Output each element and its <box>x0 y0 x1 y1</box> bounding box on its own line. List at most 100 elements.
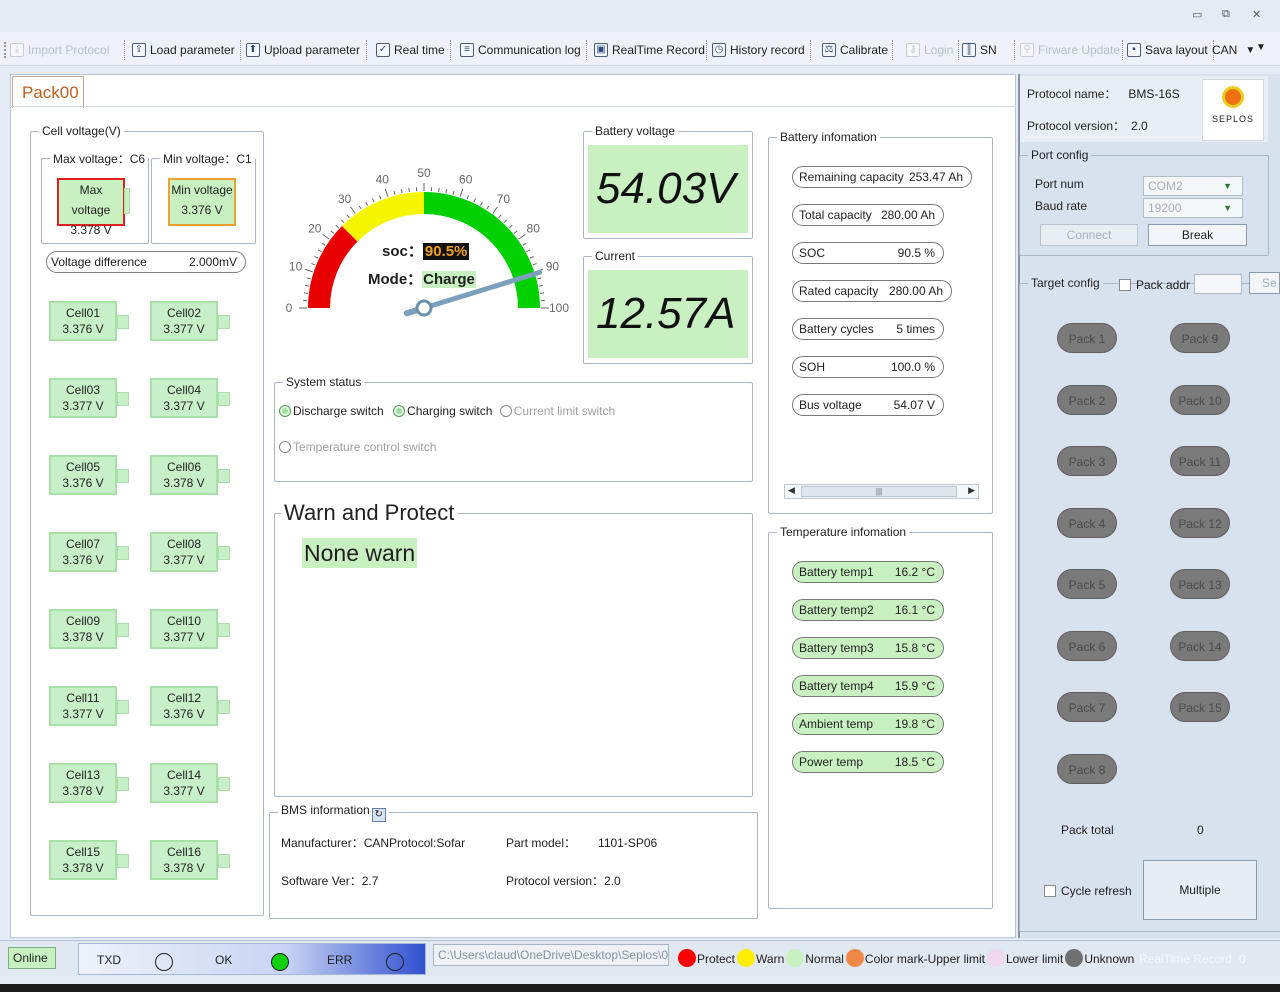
cell-cell01: Cell01 3.376 V <box>49 301 129 341</box>
restore-icon[interactable]: ⧉ <box>1222 8 1230 20</box>
battery-info-group: Battery infomation <box>768 130 993 514</box>
gauge-tick <box>378 195 382 200</box>
set-button[interactable]: Se <box>1249 272 1280 294</box>
toolbar-communication-log-button[interactable]: ≡ Communication log <box>460 41 581 59</box>
pack-button-10[interactable]: Pack 10 <box>1170 384 1230 415</box>
toolbar-overflow-icon[interactable]: ▼ <box>1256 42 1266 53</box>
battery-info-scrollbar[interactable]: ◀ ||| ▶ <box>784 484 979 499</box>
gauge-tick <box>452 190 455 195</box>
tab-pack00[interactable]: Pack00 <box>12 76 84 108</box>
gauge-tick <box>306 277 311 280</box>
current-limit-switch-label: Current limit switch <box>513 404 616 418</box>
err-indicator-icon <box>386 953 404 971</box>
cell-value: 3.377 V <box>163 553 205 567</box>
pack-button-4[interactable]: Pack 4 <box>1057 507 1117 538</box>
temp-info-battery-temp4: Battery temp4 15.9 °C <box>792 675 944 697</box>
battery-info-total-capacity: Total capacity 280.00 Ah <box>792 204 944 226</box>
realtime-record-count: 0 <box>1239 952 1246 966</box>
toolbar-item-label: Communication log <box>478 43 581 57</box>
pack-addr-input[interactable] <box>1194 274 1242 294</box>
gauge-tick <box>479 201 483 206</box>
cycle-refresh-checkbox[interactable] <box>1044 885 1056 897</box>
cell-cell09: Cell09 3.378 V <box>49 609 129 649</box>
toolbar-load-parameter-button[interactable]: ⇪ Load parameter <box>132 41 235 59</box>
scrollbar-thumb[interactable]: ||| <box>801 486 957 497</box>
toolbar-sava-layout-button[interactable]: ▪ Sava layout <box>1127 41 1208 59</box>
min-voltage-box: Min voltage 3.376 V <box>168 178 236 226</box>
pack-button-9[interactable]: Pack 9 <box>1170 323 1230 353</box>
battery-info-value: 90.5 % <box>897 246 935 260</box>
baud-rate-select[interactable]: 19200 ▼ <box>1143 198 1243 218</box>
toolbar-import-protocol-button[interactable]: ⤓ Import Protocol <box>10 41 109 59</box>
system-status-legend: System status <box>286 375 362 389</box>
gauge-tick <box>537 277 542 280</box>
toolbar-realtime-record-button[interactable]: ▣ RealTime Record <box>594 41 705 59</box>
pack-button-3[interactable]: Pack 3 <box>1057 446 1117 476</box>
toolbar-sn-button[interactable]: ║ SN <box>962 41 997 59</box>
toolbar-item-label: RealTime Record <box>612 43 705 57</box>
toolbar-item-label: Sava layout <box>1145 43 1208 57</box>
pack-button-15[interactable]: Pack 15 <box>1170 692 1230 722</box>
protocol-ver-value: 2.0 <box>1131 119 1148 133</box>
pack-button-11[interactable]: Pack 11 <box>1170 446 1230 476</box>
cell-cell14: Cell14 3.377 V <box>150 763 230 803</box>
toolbar-can-button[interactable]: CAN ▼ <box>1212 41 1255 59</box>
voltage-difference-pill: Voltage difference 2.000mV <box>46 251 246 273</box>
cell-cell11: Cell11 3.377 V <box>49 686 129 726</box>
pack-button-7[interactable]: Pack 7 <box>1057 692 1117 722</box>
multiple-button[interactable]: Multiple <box>1143 860 1257 920</box>
battery-info-value: 5 times <box>896 322 935 336</box>
toolbar-history-record-button[interactable]: ◷ History record <box>712 41 805 59</box>
battery-info-label: SOC <box>799 246 826 260</box>
port-chevron-down-icon[interactable]: ▼ <box>1223 181 1232 191</box>
battery-info-label: Rated capacity <box>799 284 879 298</box>
close-icon[interactable]: ✕ <box>1252 9 1262 21</box>
scroll-right-icon[interactable]: ▶ <box>968 485 975 495</box>
part-model-value: 1101-SP06 <box>598 836 658 850</box>
part-model-row: Part model： 1101-SP06 <box>506 834 657 851</box>
scroll-left-icon[interactable]: ◀ <box>788 485 795 495</box>
pack-addr-checkbox[interactable] <box>1119 279 1131 291</box>
pack-button-2[interactable]: Pack 2 <box>1057 384 1117 415</box>
battery-info-rated-capacity: Rated capacity 280.00 Ah <box>792 280 952 302</box>
connect-button[interactable]: Connect <box>1040 224 1138 246</box>
toolbar-real-time-button[interactable]: ✓ Real time <box>376 41 445 59</box>
toolbar-login-button[interactable]: ⚷ Login <box>906 41 953 59</box>
break-button[interactable]: Break <box>1148 224 1247 246</box>
pack-button-13[interactable]: Pack 13 <box>1170 569 1230 599</box>
gauge-tick <box>513 230 518 234</box>
pack-button-1[interactable]: Pack 1 <box>1057 323 1117 353</box>
gauge-tick <box>498 214 502 219</box>
pack-button-5[interactable]: Pack 5 <box>1057 569 1117 599</box>
toolbar-firware-update-button[interactable]: ⚲ Firware Update <box>1020 41 1120 59</box>
pack-button-6[interactable]: Pack 6 <box>1057 630 1117 661</box>
toolbar-upload-parameter-button[interactable]: ⬆ Upload parameter <box>246 41 360 59</box>
battery-info-legend: Battery infomation <box>780 130 877 144</box>
chevron-down-icon[interactable]: ▼ <box>1245 44 1256 56</box>
pack-button-14[interactable]: Pack 14 <box>1170 630 1230 661</box>
cell-name: Cell08 <box>166 537 202 551</box>
gauge-tick <box>503 219 508 224</box>
toolbar-calibrate-button[interactable]: ⚖ Calibrate <box>822 41 888 59</box>
cell-name: Cell11 <box>66 691 100 705</box>
port-num-select[interactable]: COM2 ▼ <box>1143 176 1243 196</box>
battery-info-label: Bus voltage <box>799 398 862 412</box>
manufacturer-label: Manufacturer： <box>281 836 364 850</box>
gauge-tick <box>365 201 369 206</box>
taskbar-strip <box>0 984 1280 992</box>
baud-chevron-down-icon[interactable]: ▼ <box>1223 203 1232 213</box>
soc-value: 90.5% <box>422 243 470 260</box>
cell-value: 3.377 V <box>163 322 205 336</box>
gauge-tick <box>466 195 470 200</box>
protocol-version-label: Protocol version： <box>506 874 605 888</box>
minimize-icon[interactable]: ▭ <box>1192 9 1203 21</box>
cell-name: Cell10 <box>166 614 202 628</box>
cell-name: Cell03 <box>65 383 101 397</box>
import-icon: ⤓ <box>10 43 24 57</box>
refresh-icon[interactable]: ↻ <box>371 808 386 822</box>
protocol-ver-row: Protocol version： 2.0 <box>1027 117 1148 134</box>
pack-button-8[interactable]: Pack 8 <box>1057 753 1117 784</box>
pack-button-12[interactable]: Pack 12 <box>1170 507 1230 538</box>
cell-value: 3.378 V <box>163 476 205 490</box>
cell-name: Cell15 <box>65 845 101 859</box>
